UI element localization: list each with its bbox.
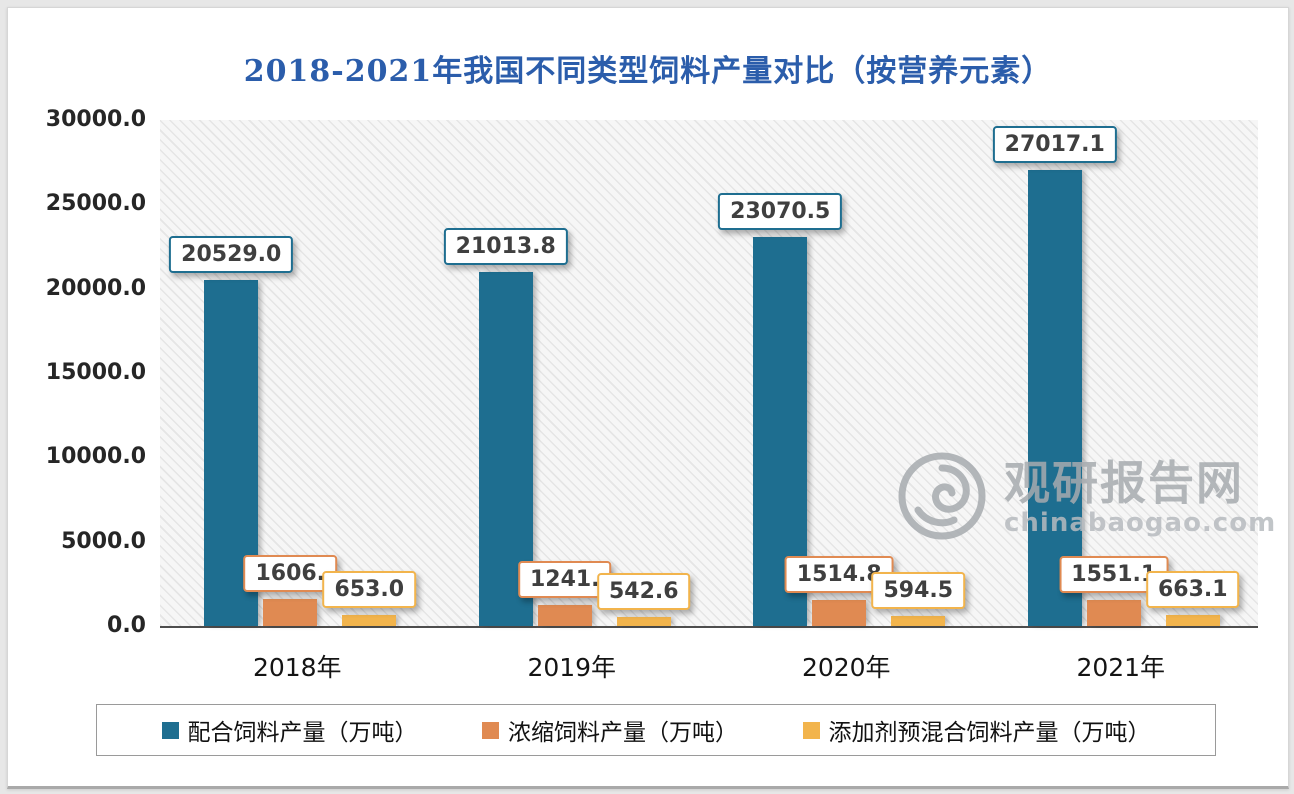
legend-item: 配合饲料产量（万吨） <box>161 713 418 747</box>
data-label: 21013.8 <box>443 227 568 265</box>
data-label: 27017.1 <box>992 126 1117 164</box>
y-tick-label: 10000.0 <box>45 444 146 470</box>
legend: 配合饲料产量（万吨） 浓缩饲料产量（万吨） 添加剂预混合饲料产量（万吨） <box>96 704 1216 756</box>
y-tick-label: 15000.0 <box>45 360 146 385</box>
legend-item: 浓缩饲料产量（万吨） <box>482 713 738 747</box>
bar-compound-feed <box>1027 170 1082 626</box>
chart-title: 2018-2021年我国不同类型饲料产量对比（按营养元素） <box>243 54 1053 89</box>
legend-label: 浓缩饲料产量（万吨） <box>508 720 738 746</box>
x-category-label: 2021年 <box>1076 653 1166 682</box>
chart-card: 2018-2021年我国不同类型饲料产量对比（按营养元素） 30000.0 250… <box>7 7 1289 789</box>
legend-swatch-icon <box>482 721 499 739</box>
bar-concentrate-feed <box>263 598 318 626</box>
legend-label: 添加剂预混合饲料产量（万吨） <box>828 720 1151 746</box>
y-tick-label: 5000.0 <box>61 528 146 554</box>
bar-concentrate-feed <box>1086 599 1141 626</box>
x-category-label: 2020年 <box>801 653 891 682</box>
data-label: 542.6 <box>596 572 691 610</box>
data-label: 20529.0 <box>169 235 294 273</box>
y-tick-label: 0.0 <box>107 613 146 638</box>
y-tick-label: 30000.0 <box>45 107 146 132</box>
bar-premix-feed <box>1165 614 1220 626</box>
data-label: 594.5 <box>871 571 966 609</box>
legend-swatch-icon <box>802 721 820 739</box>
bar-premix-feed <box>616 616 671 626</box>
data-label: 653.0 <box>322 571 417 608</box>
bar-premix-feed <box>891 615 946 626</box>
x-category-label: 2019年 <box>527 653 617 682</box>
bar-concentrate-feed <box>812 600 867 626</box>
x-category-label: 2018年 <box>252 653 342 682</box>
plot-area: 20529.0 1606. 653.0 21013.8 1241. 542.6 23070.… <box>160 120 1258 628</box>
y-tick-label: 25000.0 <box>45 191 146 217</box>
data-label: 663.1 <box>1145 570 1240 608</box>
legend-label: 配合饲料产量（万吨） <box>187 720 418 746</box>
legend-swatch-icon <box>161 721 179 739</box>
legend-item: 添加剂预混合饲料产量（万吨） <box>802 713 1151 747</box>
y-tick-label: 20000.0 <box>45 275 146 301</box>
bar-concentrate-feed <box>537 605 592 626</box>
bar-premix-feed <box>342 615 397 626</box>
data-label: 23070.5 <box>718 192 843 230</box>
data-label: 1606. <box>243 554 338 592</box>
